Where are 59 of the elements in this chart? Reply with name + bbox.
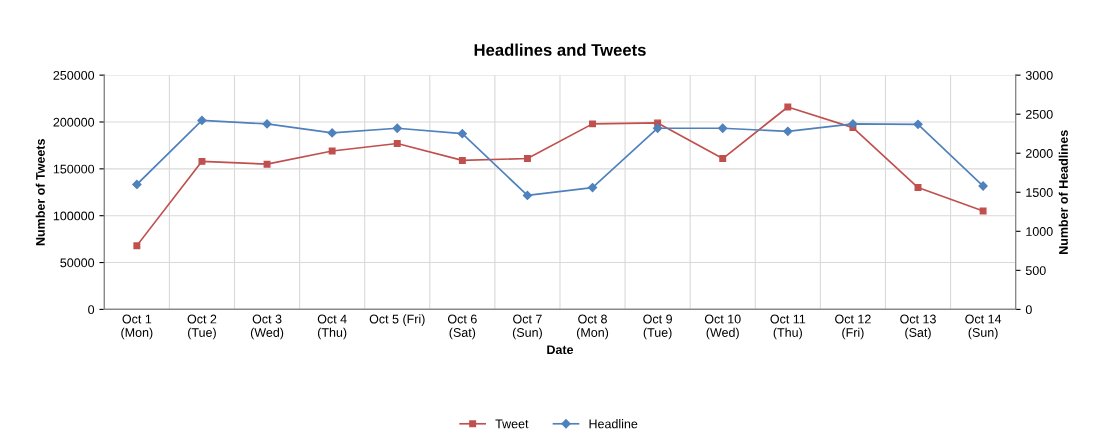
x-tick-label: Oct 7 (Sun) xyxy=(512,314,542,340)
point xyxy=(913,119,923,129)
y-tick-label: 200000 xyxy=(53,117,95,127)
point xyxy=(589,120,597,128)
y-tick-label: 250000 xyxy=(53,70,95,80)
point xyxy=(978,181,988,191)
x-tick-label: Oct 6 (Sat) xyxy=(447,314,477,340)
point xyxy=(457,129,467,139)
legend-label: Headline xyxy=(589,419,638,429)
point xyxy=(653,123,663,133)
x-tick-label: Oct 4 (Thu) xyxy=(317,314,347,340)
point xyxy=(263,160,271,168)
x-tick-label: Oct 11 (Thu) xyxy=(770,314,806,340)
point xyxy=(718,123,728,133)
point xyxy=(392,123,402,133)
point xyxy=(133,242,141,250)
x-axis-title: Date xyxy=(547,345,574,355)
point xyxy=(522,190,533,201)
legend-label: Tweet xyxy=(495,419,529,429)
y2-tick-label: 500 xyxy=(1025,266,1046,276)
point xyxy=(587,182,598,193)
point xyxy=(393,140,401,148)
point xyxy=(784,103,792,111)
point xyxy=(327,128,337,138)
point xyxy=(783,126,793,136)
y2-tick-label: 3000 xyxy=(1025,70,1053,80)
x-tick-label: Oct 8 (Mon) xyxy=(576,314,609,340)
point xyxy=(979,207,987,215)
y2-tick-label: 2000 xyxy=(1026,149,1053,158)
y2-axis-title: Number of Headlines xyxy=(1058,130,1068,254)
x-tick-label: Oct 3 (Wed) xyxy=(250,314,284,340)
y-tick-label: 150000 xyxy=(53,164,95,174)
x-tick-label: Oct 5 (Fri) xyxy=(369,314,425,326)
y2-tick-label: 2500 xyxy=(1026,109,1053,119)
y-axis-title: Number of Tweets xyxy=(35,139,45,246)
y2-tick-label: 0 xyxy=(1025,305,1032,315)
point xyxy=(848,119,858,129)
x-tick-label: Oct 14 (Sun) xyxy=(965,314,1002,340)
point xyxy=(197,115,207,126)
point xyxy=(262,119,272,129)
point xyxy=(719,155,727,163)
x-tick-label: Oct 13 (Sat) xyxy=(900,314,936,340)
point xyxy=(914,184,922,192)
point xyxy=(132,179,142,190)
point xyxy=(198,157,206,165)
y-tick-label: 0 xyxy=(88,305,95,315)
point xyxy=(523,155,531,163)
point xyxy=(328,147,336,155)
y-tick-label: 100000 xyxy=(53,211,95,221)
x-tick-label: Oct 2 (Tue) xyxy=(187,314,217,340)
x-tick-label: Oct 9 (Tue) xyxy=(643,314,672,340)
x-tick-label: Oct 10 (Wed) xyxy=(704,314,741,340)
x-tick-label: Oct 1 (Mon) xyxy=(121,314,153,340)
point xyxy=(458,156,466,164)
x-tick-label: Oct 12 (Fri) xyxy=(835,314,871,340)
y-tick-label: 50000 xyxy=(60,258,95,268)
y2-tick-label: 1500 xyxy=(1026,188,1053,197)
chart-title: Headlines and Tweets xyxy=(474,43,646,56)
y2-tick-label: 1000 xyxy=(1026,227,1053,236)
